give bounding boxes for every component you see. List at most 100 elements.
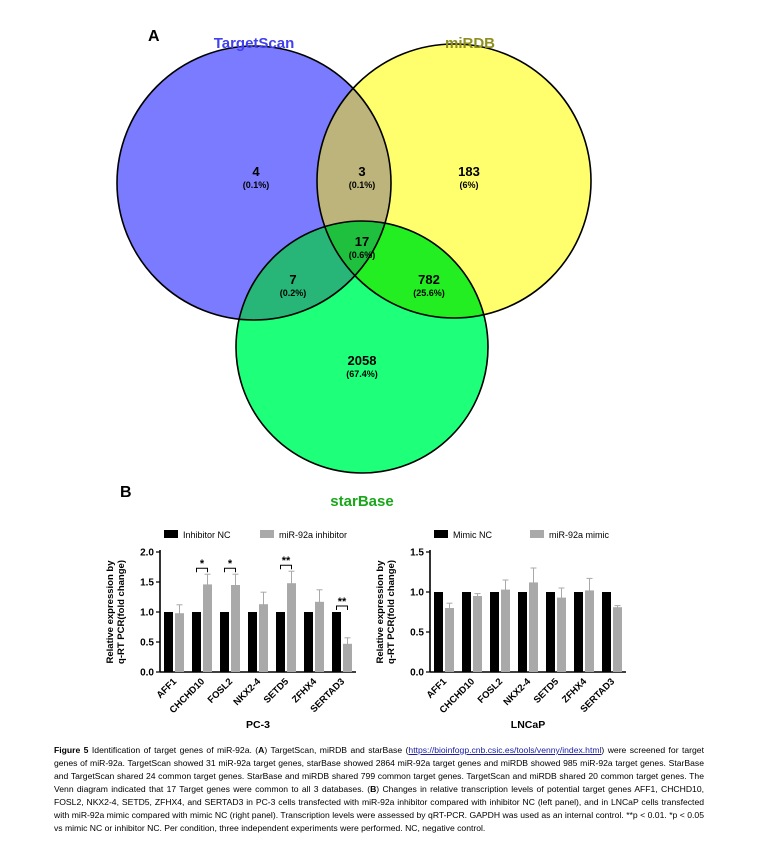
y-tick-label: 0.5 [140, 638, 154, 649]
region-all-count: 17 [355, 234, 369, 249]
set-title-mirdb: miRDB [445, 35, 495, 52]
bar [557, 597, 566, 672]
bar [332, 612, 341, 672]
caption-a: A [258, 745, 265, 755]
x-tick-label: AFF1 [425, 676, 450, 701]
significance-bracket [280, 564, 292, 570]
region-mirdb-sb-pct: (25.6%) [413, 288, 445, 298]
legend-swatch [260, 530, 274, 538]
bar [315, 601, 324, 672]
y-tick-label: 1.5 [140, 578, 154, 589]
caption-text-4: ) Changes in relative transcription leve… [54, 784, 704, 833]
bar [585, 590, 594, 672]
significance-bracket [224, 567, 236, 573]
region-ts-sb-count: 7 [289, 272, 296, 287]
y-tick-label: 0.0 [140, 668, 154, 679]
caption-text-3: ) were screened for target genes of miR-… [54, 745, 704, 794]
caption-b: B [370, 784, 377, 794]
bar [473, 596, 482, 672]
bar [546, 592, 555, 672]
y-axis-label: Relative expression by [105, 560, 116, 664]
region-mirdb-only-pct: (6%) [459, 180, 478, 190]
region-ts-mirdb-pct: (0.1%) [349, 180, 376, 190]
region-ts-only-count: 4 [252, 164, 260, 179]
bar [602, 592, 611, 672]
bar [304, 612, 313, 672]
x-tick-label: NKX2-4 [231, 676, 263, 708]
legend-label: miR-92a inhibitor [279, 530, 347, 540]
significance-label: ** [282, 555, 291, 567]
bar [287, 583, 296, 672]
bar [445, 608, 454, 672]
bar [248, 612, 257, 672]
x-tick-label: FOSL2 [476, 676, 505, 705]
bar [192, 612, 201, 672]
region-all-pct: (0.6%) [349, 250, 376, 260]
bar [164, 612, 173, 672]
region-ts-sb-pct: (0.2%) [280, 288, 307, 298]
figure-caption: Figure 5 Identification of target genes … [54, 744, 704, 835]
legend-swatch [164, 530, 178, 538]
caption-text-2: ) TargetScan, miRDB and starBase ( [264, 745, 409, 755]
bar [434, 592, 443, 672]
y-tick-label: 1.0 [410, 588, 424, 599]
region-sb-only-pct: (67.4%) [346, 369, 378, 379]
y-axis-label: q-RT PCR(fold change) [116, 560, 127, 664]
bar [203, 584, 212, 672]
bar [518, 592, 527, 672]
set-title-starbase: starBase [330, 493, 393, 510]
y-tick-label: 0.5 [410, 628, 424, 639]
region-sb-only-count: 2058 [348, 353, 377, 368]
bar [220, 612, 229, 672]
region-ts-only-pct: (0.1%) [243, 180, 270, 190]
region-mirdb-sb-count: 782 [418, 272, 440, 287]
bar-chart-lncap: Mimic NC miR-92a mimic Relative expression… [375, 530, 626, 731]
panel-a-label: A [148, 28, 160, 45]
x-tick-label: AFF1 [155, 676, 180, 701]
bar [613, 607, 622, 672]
bar-chart-pc3: Inhibitor NC miR-92a inhibitor Relative ex… [105, 530, 356, 731]
significance-label: ** [338, 596, 347, 608]
significance-label: * [228, 558, 233, 570]
bar [462, 592, 471, 672]
bar [276, 612, 285, 672]
legend-label: miR-92a mimic [549, 530, 610, 540]
caption-link[interactable]: https://bioinfogp.cnb.csic.es/tools/venn… [408, 745, 602, 755]
caption-text-1: Identification of target genes of miR-92… [88, 745, 259, 755]
venn-overlap-ts-sb [236, 221, 391, 320]
panel-b-label: B [120, 484, 132, 501]
region-ts-mirdb-count: 3 [358, 164, 365, 179]
bar [490, 592, 499, 672]
bar [501, 589, 510, 672]
x-tick-label: SETD5 [532, 676, 562, 706]
region-mirdb-only-count: 183 [458, 164, 480, 179]
bar [175, 613, 184, 672]
significance-label: * [200, 558, 205, 570]
set-title-targetscan: TargetScan [214, 35, 295, 52]
y-axis-label: q-RT PCR(fold change) [386, 560, 397, 664]
legend-swatch [530, 530, 544, 538]
bar [343, 643, 352, 672]
bar [259, 604, 268, 672]
y-tick-label: 2.0 [140, 548, 154, 559]
bar [574, 592, 583, 672]
bar [529, 582, 538, 672]
significance-bracket [336, 605, 348, 610]
x-axis-label: PC-3 [246, 719, 270, 731]
x-axis-label: LNCaP [511, 719, 545, 731]
caption-title: Figure 5 [54, 745, 89, 755]
venn-overlap-mirdb-sb [317, 221, 488, 318]
y-tick-label: 1.5 [410, 548, 424, 559]
y-tick-label: 0.0 [410, 668, 424, 679]
significance-bracket [196, 567, 208, 573]
legend-label: Mimic NC [453, 530, 492, 540]
x-tick-label: FOSL2 [206, 676, 235, 705]
venn-diagram: TargetScan miRDB starBase 4 (0.1%) 3 (0.… [116, 35, 592, 510]
legend-swatch [434, 530, 448, 538]
x-tick-label: SETD5 [262, 676, 292, 706]
legend-label: Inhibitor NC [183, 530, 231, 540]
bar [231, 585, 240, 672]
x-tick-label: NKX2-4 [501, 676, 533, 708]
y-tick-label: 1.0 [140, 608, 154, 619]
y-axis-label: Relative expression by [375, 560, 386, 664]
